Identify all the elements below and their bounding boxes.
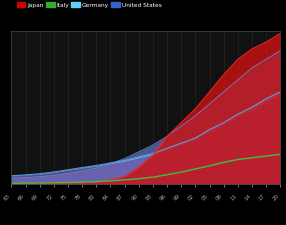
Legend: Japan, Italy, Germany, United States: Japan, Italy, Germany, United States: [14, 1, 164, 11]
